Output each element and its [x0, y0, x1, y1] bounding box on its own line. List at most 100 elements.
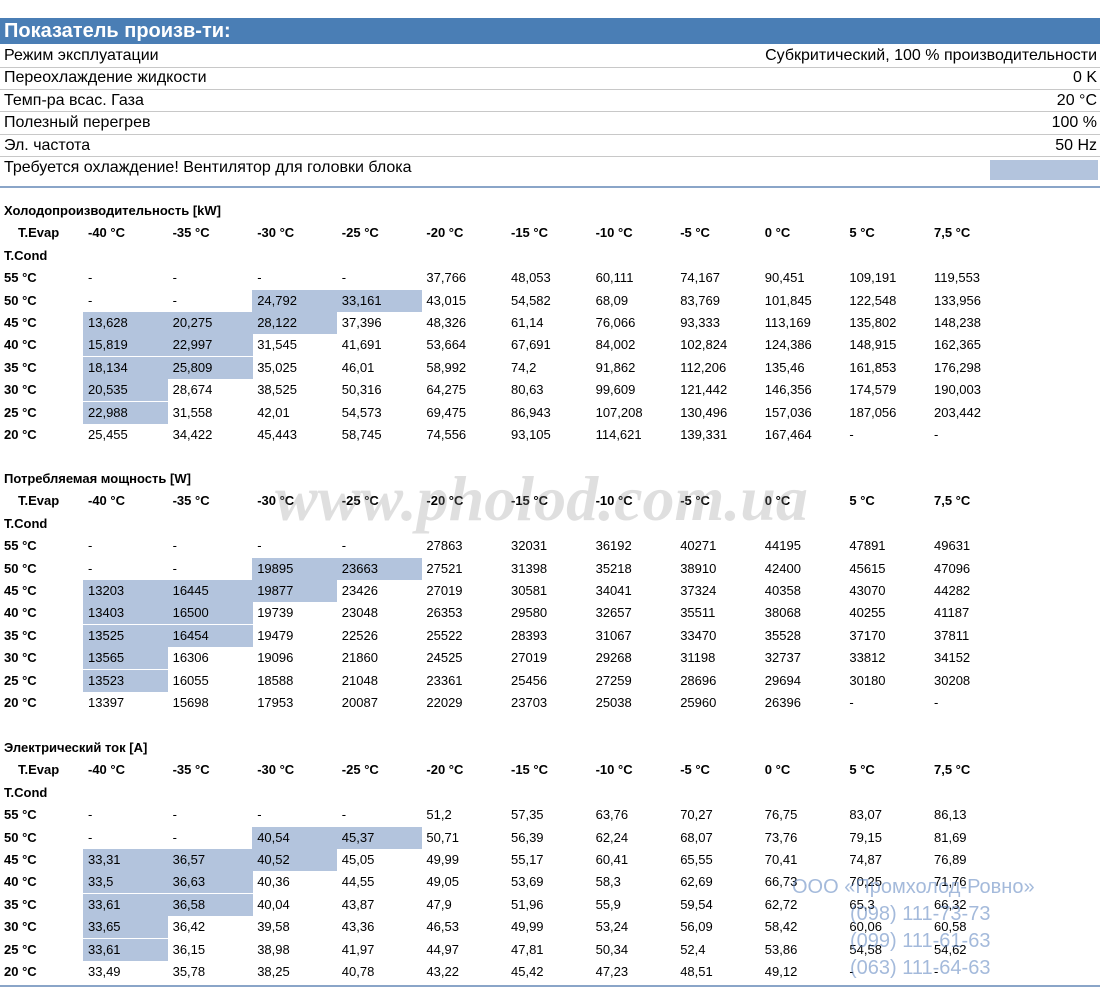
cell-value: 20,535 [88, 382, 128, 398]
cell-value: 124,386 [764, 337, 812, 353]
column-header: -10 °C [595, 493, 633, 509]
column-header: -25 °C [341, 225, 379, 241]
cell-value: 68,07 [680, 829, 713, 845]
highlight-cell [83, 916, 168, 939]
cell-value: 56,09 [680, 919, 713, 935]
cell-value: 64,275 [426, 382, 467, 398]
cell-value: 41,97 [341, 941, 375, 957]
cell-value: 36,57 [172, 852, 206, 867]
cell-value: 83,07 [849, 807, 882, 823]
cell-value: 22,988 [88, 404, 128, 420]
warning-box [990, 160, 1098, 180]
cell-value: 27863 [426, 538, 463, 554]
cell-value: 71,76 [934, 874, 967, 890]
cell-value: 31,545 [257, 337, 297, 353]
cell-value: 70,41 [764, 852, 798, 867]
cell-value: 139,331 [680, 427, 728, 442]
cell-value: 54,582 [511, 292, 551, 308]
cell-value: 27019 [426, 583, 463, 598]
column-header: 5 °C [849, 762, 875, 778]
cell-value: 62,24 [595, 829, 629, 845]
cell-value: 51,2 [426, 807, 452, 823]
row-label: 40 °C [4, 337, 37, 353]
highlight-cell [167, 356, 253, 379]
column-header: -15 °C [511, 225, 548, 241]
column-header: -5 °C [680, 225, 710, 241]
cell-value: 43,36 [341, 919, 375, 935]
watermark-phone: (063) 111-64-63 [850, 957, 991, 979]
cell-value: 16306 [172, 650, 209, 666]
cell-value: - [257, 270, 262, 286]
cell-value: 30180 [849, 672, 886, 688]
column-header: -40 °C [88, 225, 125, 241]
column-header: -35 °C [172, 493, 210, 509]
column-header: -20 °C [426, 493, 464, 509]
cell-value: 45,37 [341, 829, 375, 845]
column-header: 5 °C [849, 225, 875, 241]
header-bar [0, 18, 1100, 44]
cell-value: 13525 [88, 627, 125, 643]
cell-value: 99,609 [595, 382, 636, 398]
highlight-cell [336, 557, 422, 580]
highlight-cell [83, 871, 168, 894]
cell-value: 33,31 [88, 852, 121, 867]
column-header: 0 °C [764, 762, 791, 778]
cell-value: 21860 [341, 650, 378, 666]
cell-value: 203,442 [934, 404, 981, 420]
cell-value: 58,992 [426, 359, 467, 375]
cell-value: 66,32 [934, 896, 967, 912]
row-label: 50 °C [4, 829, 37, 845]
cell-value: 187,056 [849, 404, 897, 420]
cell-value: 119,553 [934, 270, 981, 286]
cell-value: 161,853 [849, 359, 897, 375]
cell-value: 15,819 [88, 337, 128, 353]
cell-value: 13565 [88, 650, 125, 666]
highlight-cell [167, 602, 253, 625]
separator [0, 133, 1100, 135]
cell-value: 36192 [595, 538, 632, 554]
highlight-cell [83, 602, 168, 625]
cell-value: 31,558 [172, 404, 213, 420]
cell-value: 34041 [595, 583, 632, 598]
cell-value: 86,13 [934, 807, 967, 823]
cell-value: 37811 [934, 627, 970, 643]
cell-value: 60,111 [595, 270, 634, 286]
cell-value: 167,464 [764, 427, 812, 442]
row-label: 45 °C [4, 583, 37, 598]
cell-value: 51,96 [511, 896, 544, 912]
cell-value: 93,105 [511, 427, 551, 442]
cell-value: 112,206 [680, 359, 727, 375]
cell-value: 35,025 [257, 359, 297, 375]
cell-value: - [934, 964, 939, 979]
cell-value: 33,65 [88, 919, 121, 935]
cell-value: 44,97 [426, 941, 459, 957]
cell-value: - [934, 695, 939, 710]
highlight-cell [83, 334, 168, 357]
cell-value: - [257, 807, 262, 823]
column-header: -30 °C [257, 493, 295, 509]
cell-value: 34,422 [172, 427, 213, 442]
cell-value: 58,745 [341, 427, 382, 442]
table-title: Холодопроизводительность [kW] [4, 203, 222, 218]
cell-value: 28393 [511, 627, 548, 643]
cell-value: 29268 [595, 650, 632, 666]
cell-value: 114,621 [595, 427, 642, 442]
cell-value: 15698 [172, 695, 209, 710]
highlight-cell [83, 893, 168, 916]
highlight-cell [252, 312, 338, 334]
cell-value: 35218 [595, 560, 632, 576]
cell-value: 28,122 [257, 315, 297, 330]
cell-value: 58,3 [595, 874, 621, 890]
cell-value: 61,14 [511, 315, 544, 330]
cell-value: - [88, 560, 93, 576]
cell-value: 13,628 [88, 315, 128, 330]
column-header: 5 °C [849, 493, 875, 509]
cell-value: 33,161 [341, 292, 382, 308]
param-value: 100 % [1051, 114, 1097, 132]
cell-value: 16500 [172, 605, 209, 621]
cell-value: 21048 [341, 672, 378, 688]
cell-value: 53,664 [426, 337, 467, 353]
column-header: -15 °C [511, 493, 548, 509]
cell-value: 45615 [849, 560, 886, 576]
